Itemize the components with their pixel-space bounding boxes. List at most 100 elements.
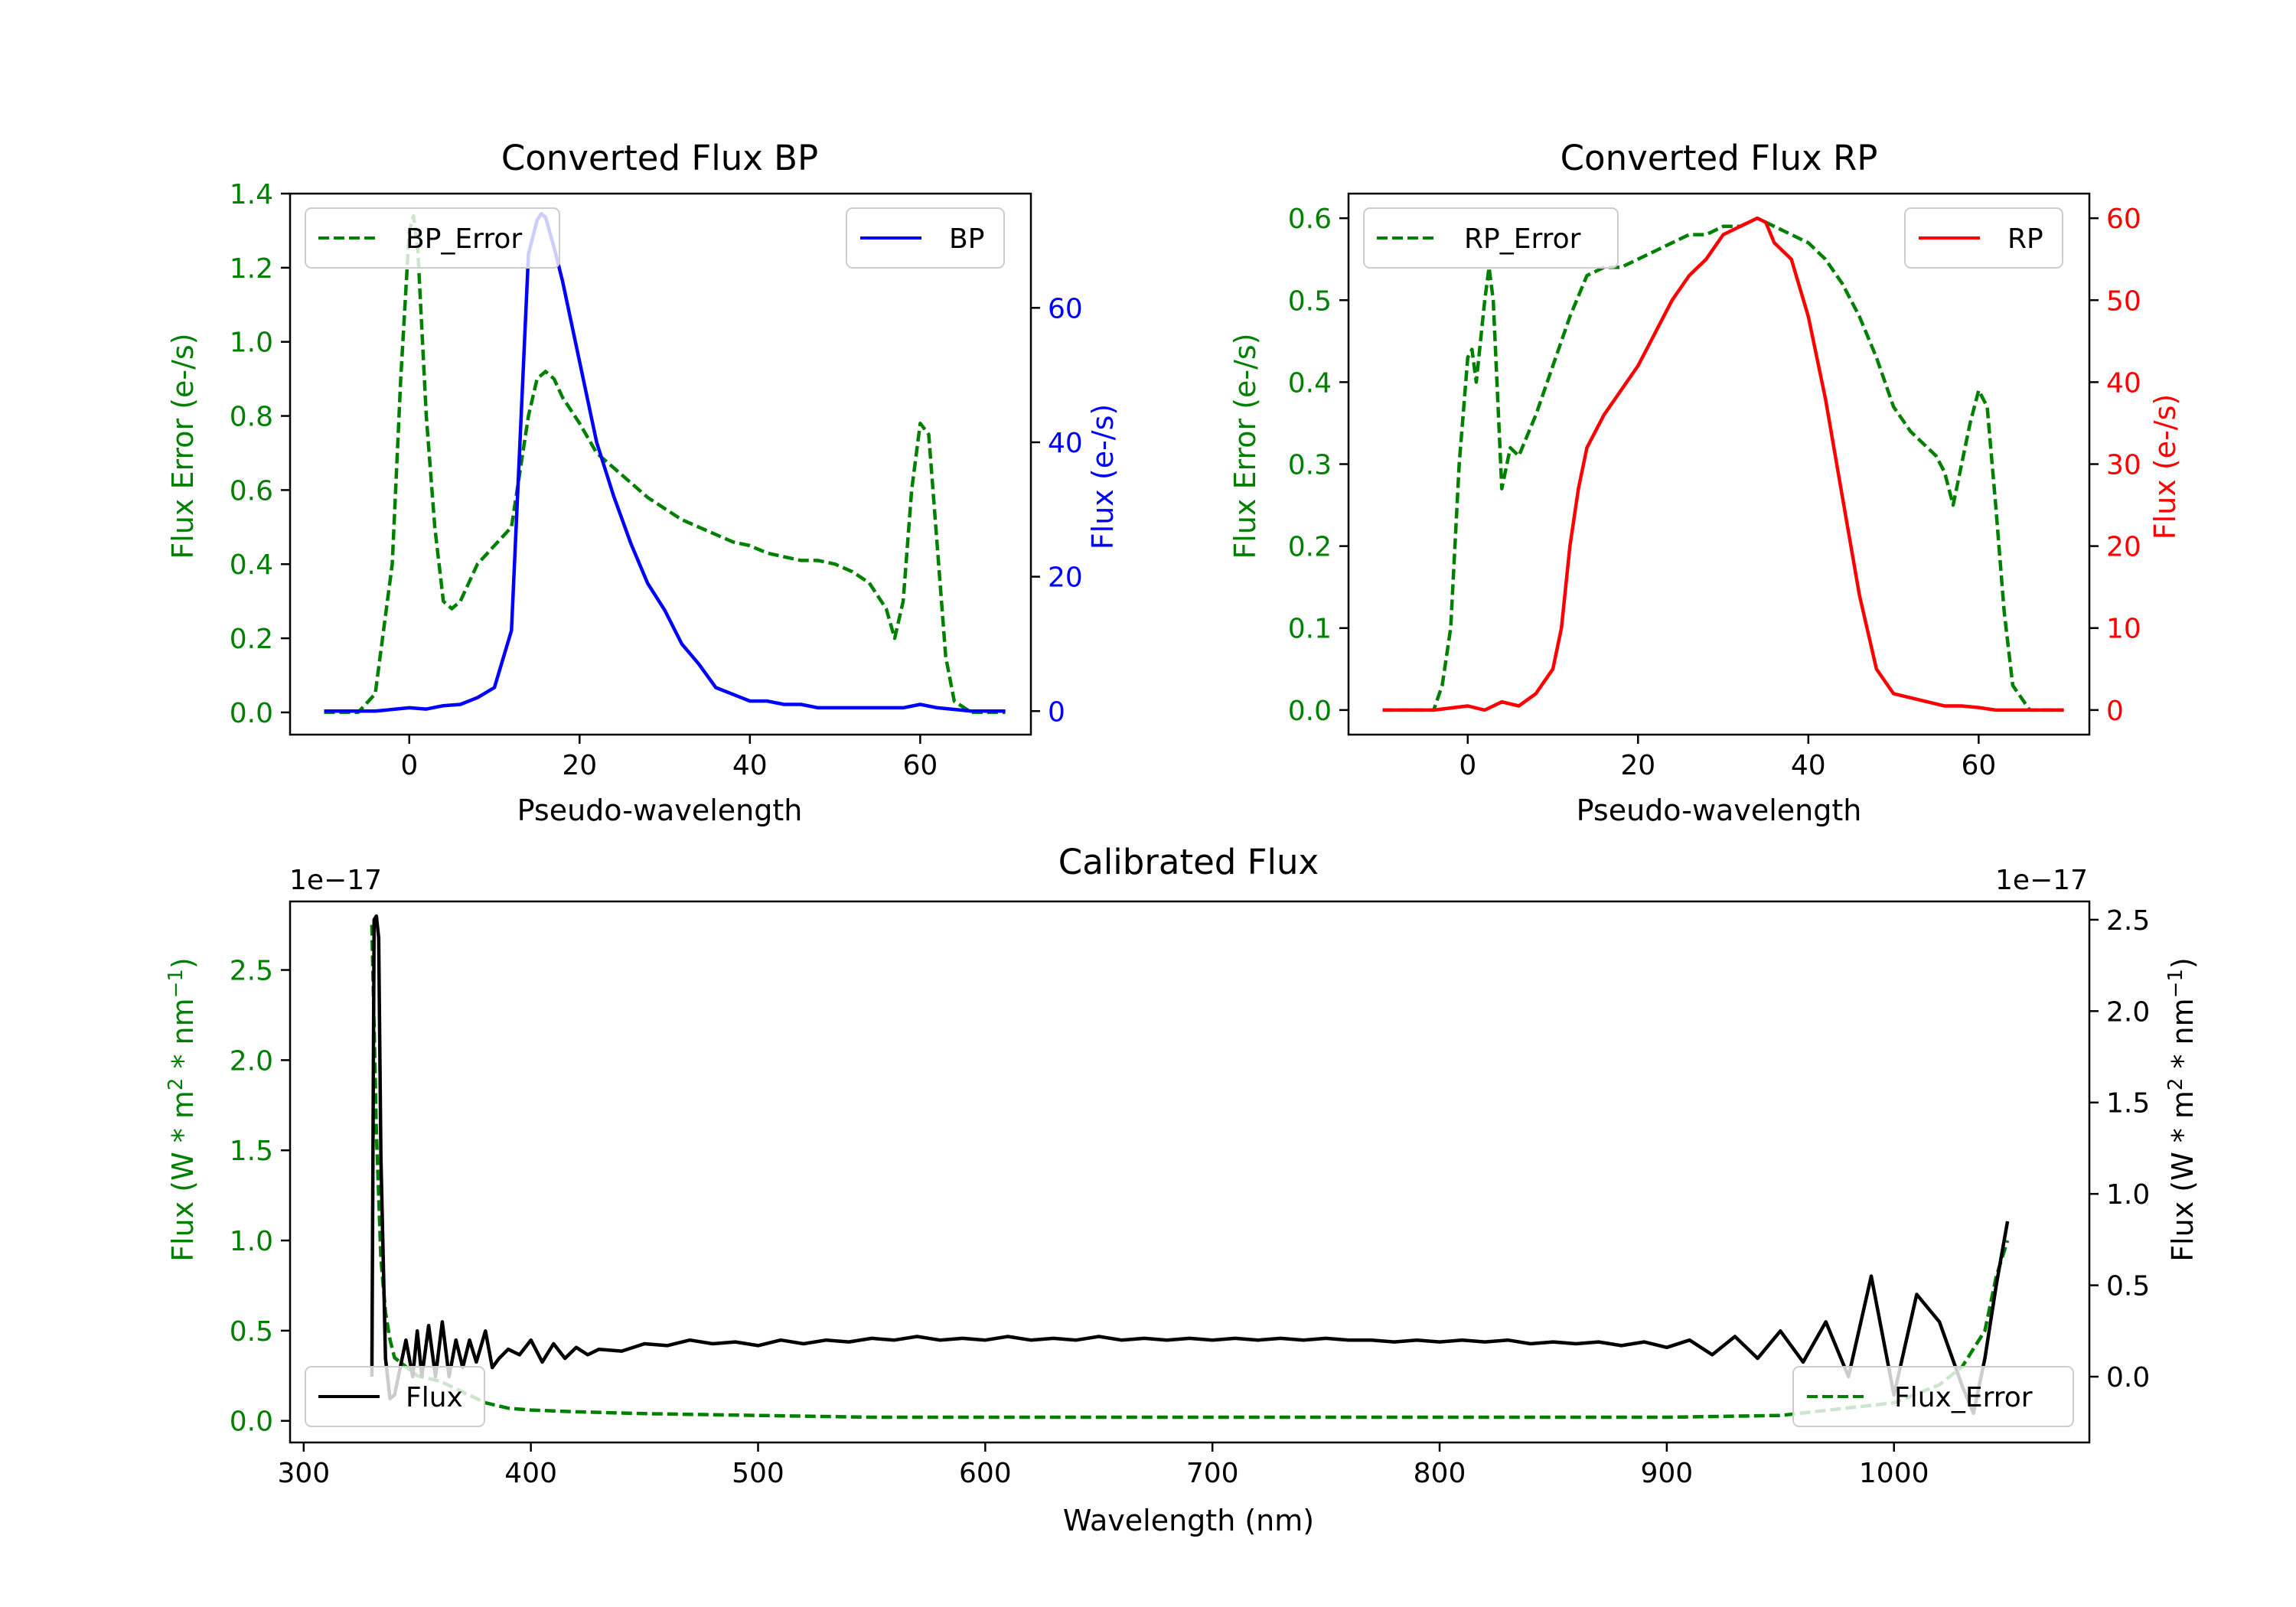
bp-right-tick-label: 20: [1048, 562, 1083, 594]
calibrated-right-axis-label: Flux (W * m2 * nm−1): [2164, 957, 2200, 1262]
rp-left-tick-label: 0.0: [1288, 696, 1332, 727]
rp-x-tick-label: 40: [1791, 750, 1826, 781]
calibrated-right-offset: 1e−17: [1995, 865, 2088, 896]
bp-right-axis-label: Flux (e-/s): [1086, 404, 1120, 549]
rp-x-tick-label: 60: [1961, 750, 1996, 781]
rp-plot-area: [1382, 216, 2064, 712]
rp-series-rp-error-line: [1382, 216, 2064, 712]
bp-legend-left: BP_Error: [305, 207, 560, 269]
rp-left-tick-label: 0.3: [1288, 450, 1332, 481]
bp-x-tick-label: 20: [562, 750, 597, 781]
calibrated-left-tick-label: 1.0: [230, 1226, 273, 1257]
calibrated-left-tick-label: 2.5: [230, 956, 273, 987]
bp-ticks: 0 20 40 60 0.0 0.2 0.4 0.6 0.8 1.0 1.2 1.4 0 20 40 60: [230, 179, 1083, 781]
bp-right-tick-label: 40: [1048, 428, 1083, 459]
rp-legend-right: RP: [1904, 207, 2063, 269]
rp-left-tick-label: 0.6: [1288, 204, 1332, 235]
rp-legend-right-label: RP: [2007, 223, 2043, 255]
calibrated-ticks: 300 400 500 600 700 800 900 1000 0.0 0.5 1.0 1.5 2.0…: [230, 905, 2151, 1489]
rp-ticks: 0 20 40 60 0.0 0.1 0.2 0.3 0.4 0.5 0.6 0 10 20 30 40 50 6…: [1288, 204, 2141, 781]
calibrated-right-tick-label: 0.0: [2106, 1362, 2150, 1393]
calibrated-legend-right: Flux_Error: [1792, 1366, 2074, 1427]
rp-right-tick-label: 40: [2106, 367, 2141, 399]
calibrated-x-axis-label: Wavelength (nm): [1063, 1504, 1314, 1537]
bp-plot-area: [324, 212, 1006, 715]
rp-chart: Converted Flux RP Pseudo-wavelength Flux…: [1228, 138, 2182, 827]
rp-legend-right-box: [1904, 207, 2063, 269]
calibrated-legend-left: Flux: [305, 1366, 485, 1427]
calibrated-legend-right-label: Flux_Error: [1894, 1382, 2033, 1413]
calibrated-legend-left-box: [305, 1366, 485, 1427]
bp-legend-left-label: BP_Error: [406, 223, 522, 255]
calibrated-right-tick-label: 1.5: [2106, 1088, 2150, 1120]
bp-legend-right-label: BP: [949, 223, 984, 255]
calibrated-left-axis-label: Flux (W * m2 * nm−1): [165, 957, 200, 1262]
calibrated-axes-frame: [289, 900, 2091, 1444]
rp-right-tick-label: 0: [2106, 696, 2124, 727]
rp-x-axis-label: Pseudo-wavelength: [1577, 794, 1862, 827]
bp-legend-left-box: [305, 207, 560, 269]
bp-chart: Converted Flux BP Pseudo-wavelength Flux…: [166, 138, 1120, 827]
rp-left-tick-label: 0.2: [1288, 532, 1332, 563]
bp-legend-right: BP: [846, 207, 1005, 269]
rp-right-tick-label: 30: [2106, 450, 2141, 481]
calibrated-x-tick-label: 900: [1641, 1458, 1694, 1489]
rp-axes-frame: [1347, 192, 2091, 736]
rp-chart-title: Converted Flux RP: [1561, 138, 1878, 178]
bp-legend-right-box: [846, 207, 1005, 269]
calibrated-left-tick-label: 0.0: [230, 1407, 273, 1438]
bp-left-tick-label: 0.8: [230, 402, 273, 433]
calibrated-left-tick-label: 2.0: [230, 1045, 273, 1077]
calibrated-right-tick-label: 1.0: [2106, 1179, 2150, 1211]
rp-left-tick-label: 0.4: [1288, 367, 1332, 399]
bp-left-tick-label: 0.2: [230, 624, 273, 655]
bp-axes-frame: [289, 192, 1032, 736]
calibrated-x-tick-label: 700: [1186, 1458, 1239, 1489]
rp-left-tick-label: 0.1: [1288, 614, 1332, 645]
bp-left-tick-label: 1.0: [230, 328, 273, 359]
bp-right-tick-label: 0: [1048, 696, 1065, 728]
bp-series-bp-line: [324, 212, 1006, 713]
bp-x-tick-label: 0: [400, 750, 418, 781]
bp-left-tick-label: 0.0: [230, 698, 273, 729]
rp-x-tick-label: 20: [1620, 750, 1655, 781]
bp-left-tick-label: 0.6: [230, 475, 273, 507]
calibrated-right-tick-label: 2.0: [2106, 996, 2150, 1028]
rp-right-tick-label: 20: [2106, 532, 2141, 563]
bp-left-tick-label: 1.2: [230, 253, 273, 285]
bp-x-axis-label: Pseudo-wavelength: [517, 794, 803, 827]
rp-right-tick-label: 60: [2106, 204, 2141, 235]
bp-series-bp-error-line: [324, 214, 1006, 715]
rp-right-axis-label: Flux (e-/s): [2148, 394, 2182, 539]
rp-legend-left: RP_Error: [1363, 207, 1619, 269]
rp-left-axis-label: Flux Error (e-/s): [1228, 333, 1262, 559]
calibrated-legend-left-label: Flux: [406, 1382, 463, 1413]
rp-series-rp-line: [1382, 216, 2064, 712]
rp-x-tick-label: 0: [1459, 750, 1476, 781]
calibrated-left-offset: 1e−17: [289, 865, 382, 896]
rp-right-tick-label: 50: [2106, 285, 2141, 317]
calibrated-legend-right-box: [1792, 1366, 2074, 1427]
rp-right-tick-label: 10: [2106, 614, 2141, 645]
bp-chart-title: Converted Flux BP: [501, 138, 818, 178]
calibrated-chart-title: Calibrated Flux: [1058, 842, 1319, 882]
rp-legend-left-box: [1363, 207, 1619, 269]
calibrated-x-tick-label: 1000: [1859, 1458, 1929, 1489]
bp-x-tick-label: 60: [902, 750, 938, 781]
calibrated-series-flux-line: [370, 914, 2010, 1416]
calibrated-x-tick-label: 800: [1414, 1458, 1466, 1489]
calibrated-x-tick-label: 300: [277, 1458, 330, 1489]
rp-legend-left-label: RP_Error: [1464, 223, 1581, 255]
calibrated-chart: Calibrated Flux Wavelength (nm) 1e−17 1e…: [165, 842, 2200, 1537]
rp-left-tick-label: 0.5: [1288, 285, 1332, 317]
calibrated-left-tick-label: 0.5: [230, 1316, 273, 1348]
bp-right-tick-label: 60: [1048, 293, 1083, 324]
bp-left-axis-label: Flux Error (e-/s): [166, 333, 200, 559]
calibrated-right-tick-label: 2.5: [2106, 905, 2150, 937]
bp-left-tick-label: 1.4: [230, 179, 273, 210]
bp-left-tick-label: 0.4: [230, 549, 273, 581]
calibrated-right-tick-label: 0.5: [2106, 1271, 2150, 1302]
bp-x-tick-label: 40: [732, 750, 768, 781]
calibrated-x-tick-label: 500: [732, 1458, 784, 1489]
